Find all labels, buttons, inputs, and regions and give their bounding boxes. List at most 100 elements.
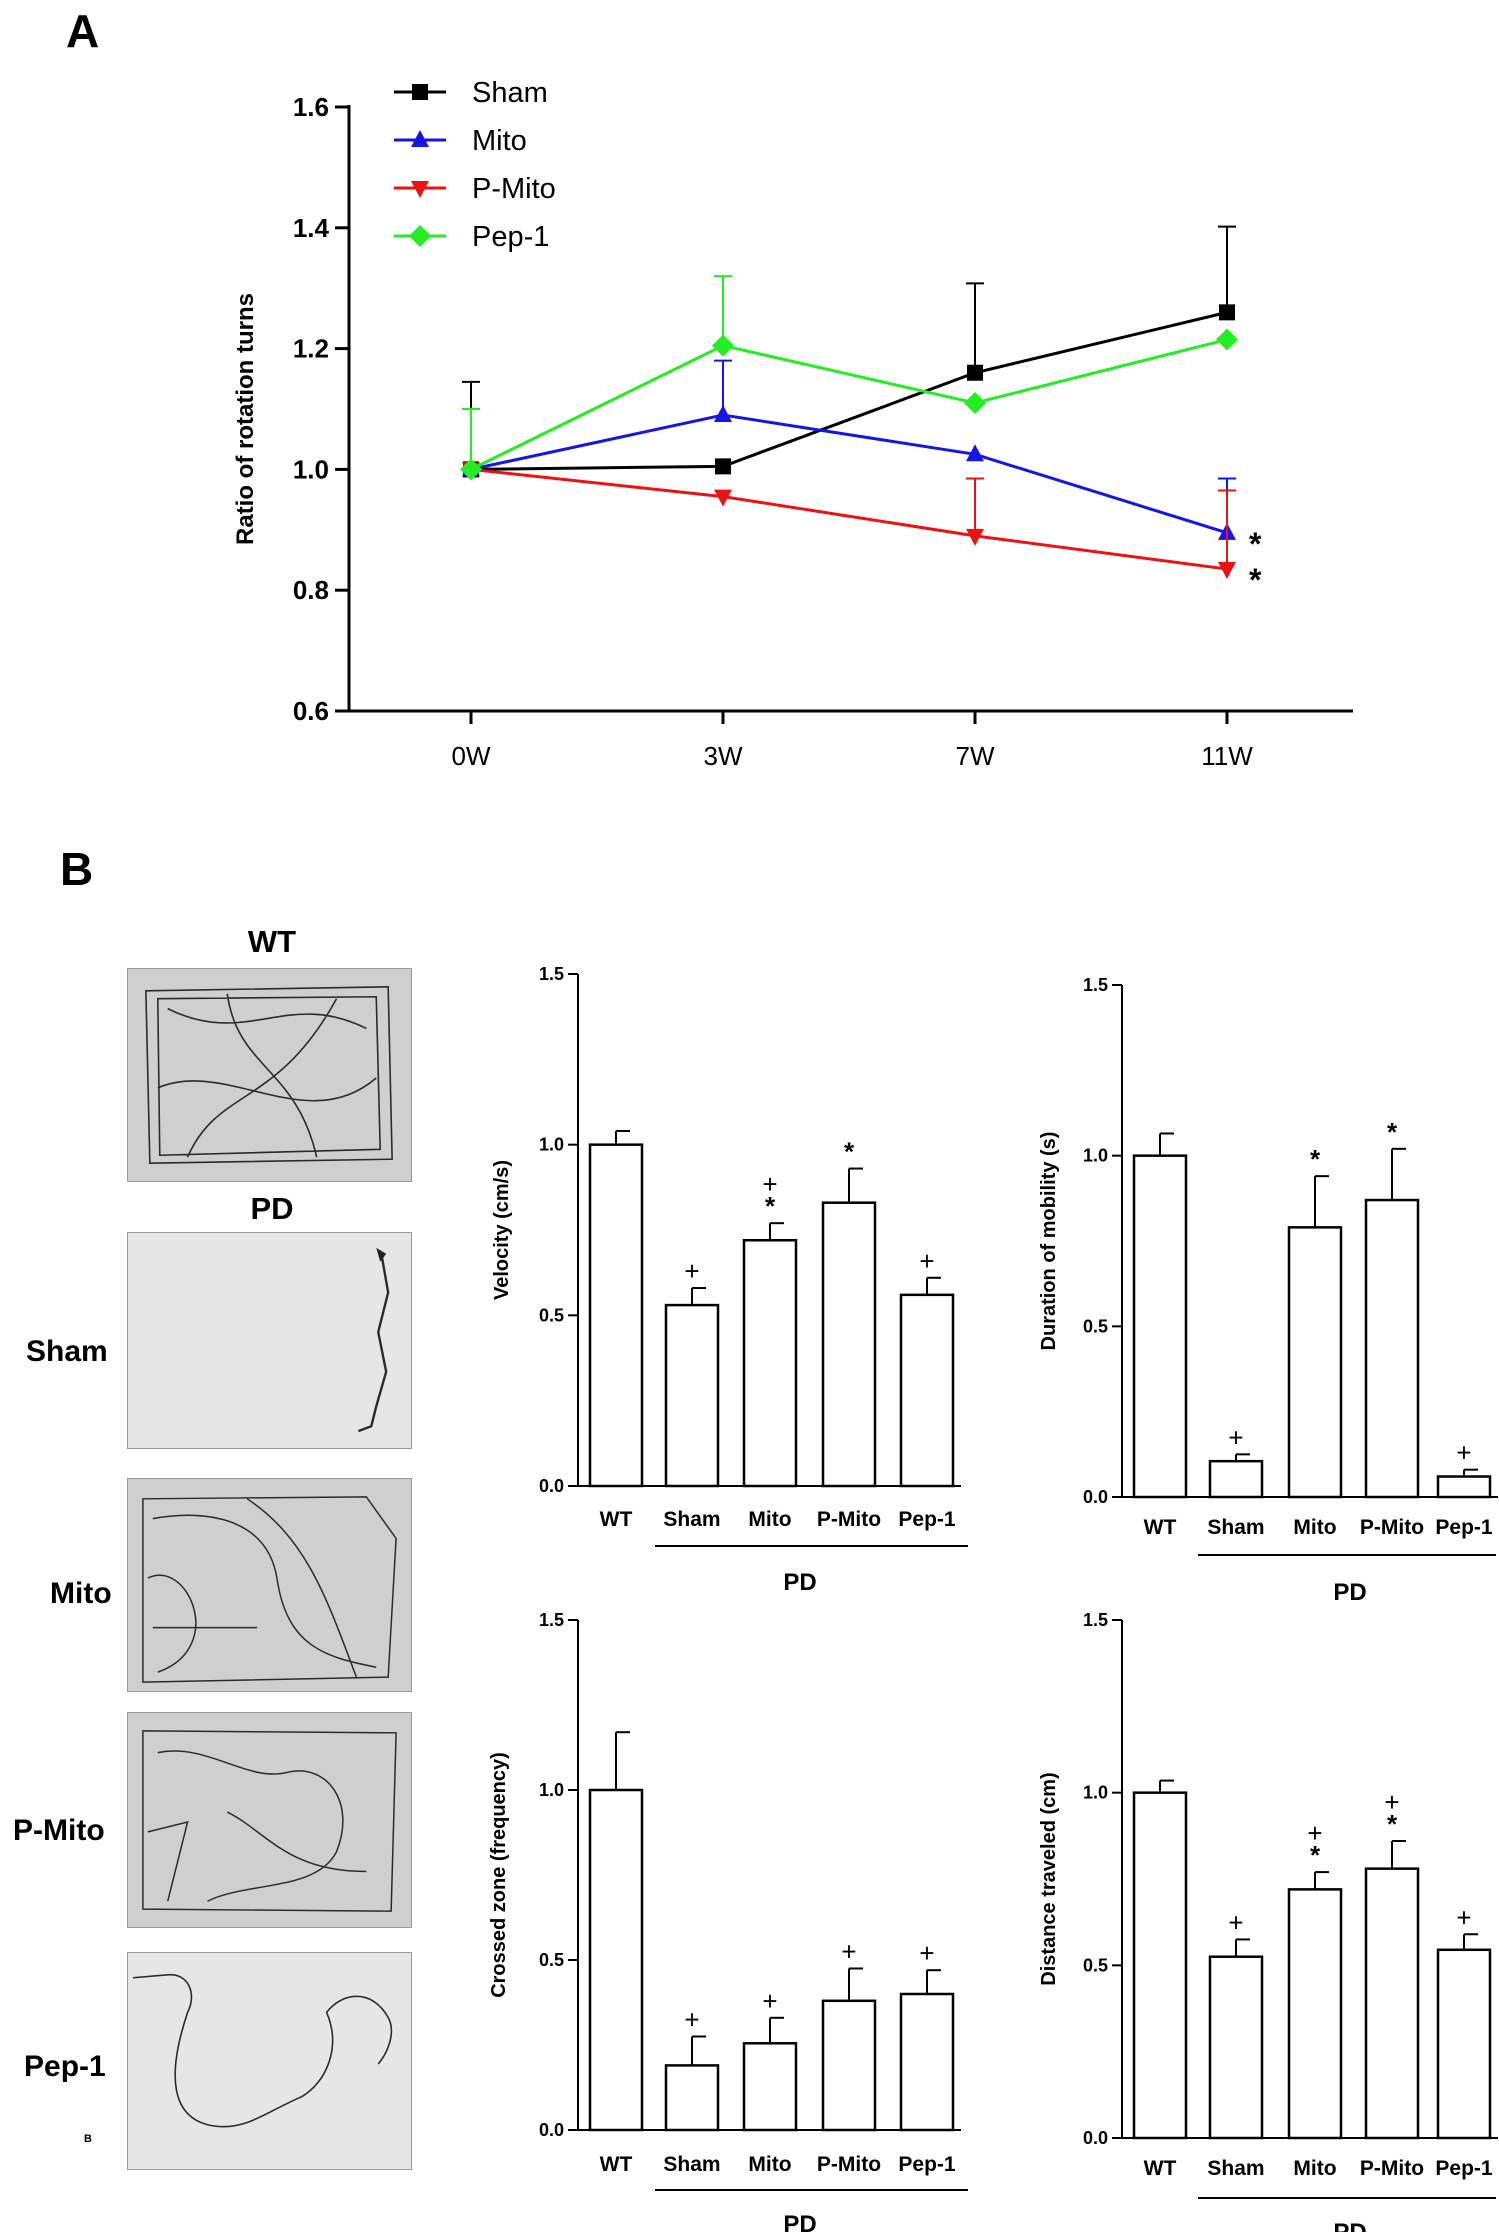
significance-star: * — [1387, 1809, 1398, 1839]
x-tick-label: P-Mito — [817, 2153, 881, 2176]
x-tick-label: Sham — [663, 2153, 720, 2176]
x-tick-label: WT — [1144, 2157, 1177, 2180]
data-point-pep1 — [460, 458, 482, 481]
significance-plus: + — [1456, 1902, 1471, 1932]
significance-plus: + — [684, 2005, 699, 2035]
x-tick-label: Sham — [663, 1508, 720, 1531]
y-tick-label: 0.0 — [1083, 2128, 1108, 2148]
significance-plus: + — [1307, 1818, 1322, 1848]
x-tick-label: Pep-1 — [1435, 2157, 1493, 2180]
y-tick-label: 1.5 — [1083, 975, 1108, 995]
y-tick-label: 1.5 — [1083, 1610, 1108, 1630]
significance-plus: + — [1456, 1438, 1471, 1468]
photo-label-pmito: P-Mito — [13, 1814, 105, 1847]
data-point-mito — [714, 405, 732, 423]
bar — [588, 1788, 644, 2132]
legend-label-pmito: P-Mito — [472, 173, 556, 205]
bar — [1132, 1154, 1188, 1499]
significance-plus: + — [684, 1256, 699, 1286]
x-tick-label: P-Mito — [817, 1508, 881, 1531]
bar — [1436, 1948, 1492, 2140]
series-line-pmito — [470, 467, 1228, 571]
bar — [1208, 1459, 1264, 1499]
significance-star: * — [765, 1191, 776, 1221]
significance-star: * — [1310, 1144, 1321, 1174]
y-tick-label: 0.0 — [539, 2120, 564, 2140]
small-mark-b: B — [84, 2133, 92, 2145]
bar — [899, 1293, 955, 1488]
series-line-pep1 — [470, 338, 1228, 471]
y-tick-label: 1.0 — [1083, 1146, 1108, 1166]
x-tick-label: Mito — [748, 2153, 791, 2176]
bar — [1132, 1791, 1188, 2140]
y-tick-label: 0.0 — [539, 1476, 564, 1496]
track-photo-wt — [127, 968, 412, 1182]
x-tick-label: Mito — [748, 1508, 791, 1531]
data-point-pep1 — [1216, 328, 1238, 351]
track-photo-pep1 — [127, 1952, 412, 2170]
y-tick-label: 1.2 — [293, 334, 329, 364]
legend-label-sham: Sham — [472, 77, 548, 109]
bar — [588, 1143, 644, 1488]
x-tick-label: Mito — [1293, 1516, 1336, 1539]
x-tick-label: P-Mito — [1360, 1516, 1424, 1539]
photo-title-wt: WT — [247, 924, 297, 959]
significance-star: * — [1249, 562, 1262, 598]
significance-plus: + — [762, 1986, 777, 2016]
data-point-sham — [1219, 304, 1235, 321]
group-label: PD — [783, 1569, 816, 1596]
y-tick-label: 0.6 — [293, 696, 329, 726]
x-tick-label: Mito — [1293, 2157, 1336, 2180]
x-tick-label: WT — [600, 1508, 633, 1531]
bar — [1436, 1475, 1492, 1499]
significance-plus: + — [762, 1169, 777, 1199]
y-tick-label: 0.5 — [539, 1305, 564, 1325]
x-tick-label: WT — [1144, 1516, 1177, 1539]
track-photo-sham — [127, 1232, 412, 1449]
group-label: PD — [1333, 1579, 1366, 1606]
data-point-mito — [966, 444, 984, 462]
bar — [1287, 1888, 1343, 2140]
significance-star: * — [1249, 526, 1262, 562]
significance-plus: + — [1384, 1787, 1399, 1817]
bar — [821, 1201, 877, 1488]
legend-marker-pmito — [411, 181, 429, 198]
significance-star: * — [844, 1137, 855, 1167]
x-tick-label: Sham — [1207, 1516, 1264, 1539]
y-tick-label: 1.0 — [1083, 1783, 1108, 1803]
bar — [664, 1303, 720, 1488]
y-tick-label: 0.5 — [1083, 1316, 1108, 1336]
series-line-sham — [470, 310, 1228, 471]
photo-title-pd: PD — [250, 1191, 294, 1226]
photo-label-pep1: Pep-1 — [24, 2050, 106, 2083]
y-tick-label: 1.0 — [539, 1135, 564, 1155]
y-axis-label: Distance traveled (cm) — [1038, 1772, 1060, 1985]
data-point-sham — [967, 364, 983, 381]
x-tick-label: Sham — [1207, 2157, 1264, 2180]
bar — [742, 2042, 798, 2132]
significance-plus: + — [841, 1937, 856, 1967]
data-point-pmito — [966, 528, 984, 546]
bar — [1208, 1955, 1264, 2140]
track-photo-mito — [127, 1478, 412, 1692]
bar — [821, 1999, 877, 2132]
y-tick-label: 1.5 — [539, 964, 564, 984]
significance-plus: + — [1228, 1907, 1243, 1937]
y-tick-label: 0.5 — [1083, 1955, 1108, 1975]
bar — [1364, 1198, 1420, 1499]
data-point-pep1 — [712, 334, 734, 357]
x-tick-label: P-Mito — [1360, 2157, 1424, 2180]
y-tick-label: 1.4 — [293, 213, 330, 243]
y-tick-label: 1.0 — [293, 454, 329, 484]
x-tick-label: 3W — [704, 741, 743, 771]
panel-a-letter: A — [66, 5, 100, 57]
bar — [664, 2064, 720, 2132]
x-tick-label: Pep-1 — [898, 1508, 956, 1531]
data-point-pmito — [1218, 562, 1236, 580]
y-tick-label: 1.0 — [539, 1780, 564, 1800]
y-tick-label: 1.6 — [293, 92, 329, 122]
x-tick-label: 7W — [956, 741, 995, 771]
panel-b-letter: B — [60, 843, 94, 895]
y-axis-label: Velocity (cm/s) — [491, 1160, 513, 1300]
